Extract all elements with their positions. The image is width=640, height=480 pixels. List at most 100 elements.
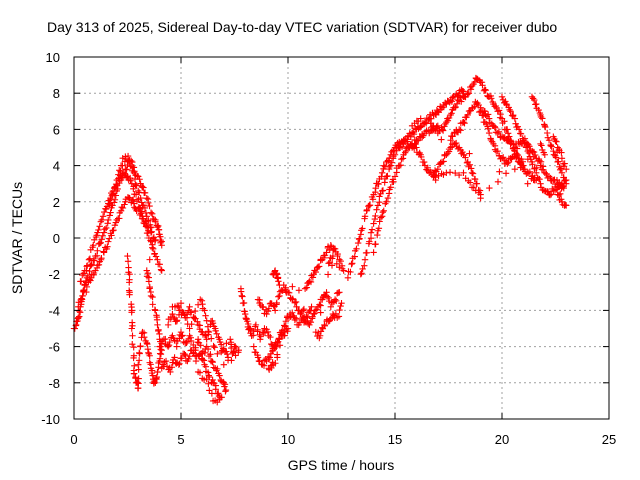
data-point <box>338 299 345 307</box>
data-point <box>398 155 405 163</box>
data-point <box>559 183 567 190</box>
data-point <box>563 202 570 209</box>
data-point <box>140 219 147 227</box>
data-point <box>452 103 459 111</box>
data-point <box>194 368 202 376</box>
data-point <box>372 185 379 192</box>
data-point <box>558 149 565 156</box>
data-point <box>155 226 163 233</box>
data-point <box>224 357 232 364</box>
data-point <box>555 191 563 199</box>
data-point <box>468 165 475 172</box>
data-point <box>215 390 222 397</box>
data-point <box>148 228 155 235</box>
data-point <box>417 115 424 122</box>
data-point <box>325 294 332 302</box>
data-point <box>553 138 560 145</box>
data-point <box>216 336 223 343</box>
data-point <box>303 284 310 291</box>
data-point <box>109 227 116 234</box>
data-point <box>445 148 453 155</box>
data-point <box>154 368 161 376</box>
data-point <box>103 224 110 232</box>
data-point <box>504 130 512 137</box>
data-point <box>123 166 130 173</box>
data-point <box>263 310 270 318</box>
data-point <box>486 184 493 192</box>
data-point <box>353 245 360 253</box>
data-point <box>213 330 220 338</box>
data-point <box>367 234 375 242</box>
data-point <box>158 242 165 249</box>
data-point <box>207 351 214 358</box>
data-point <box>104 243 111 250</box>
data-point <box>186 325 193 332</box>
data-point <box>119 162 126 169</box>
data-point <box>311 310 318 317</box>
data-point <box>143 339 150 347</box>
data-point <box>282 284 289 292</box>
data-point <box>143 267 150 274</box>
data-point <box>447 137 454 144</box>
data-point <box>149 245 157 253</box>
data-point <box>380 162 387 169</box>
data-point <box>310 310 317 318</box>
data-point <box>84 272 92 280</box>
data-point <box>323 289 330 296</box>
data-point <box>340 267 347 274</box>
data-point <box>367 229 375 236</box>
data-point <box>218 341 225 348</box>
data-point <box>152 253 160 260</box>
data-point <box>388 159 395 166</box>
data-point <box>237 288 245 295</box>
data-point <box>511 166 519 173</box>
data-point <box>292 315 300 322</box>
data-point <box>443 118 450 126</box>
data-point <box>197 342 204 349</box>
y-tick-label: 0 <box>53 231 60 246</box>
data-point <box>514 123 521 130</box>
data-point <box>291 299 299 307</box>
data-point <box>331 296 339 303</box>
data-point <box>361 262 368 269</box>
data-point <box>275 278 282 285</box>
data-point <box>108 232 115 239</box>
data-point <box>153 373 160 381</box>
data-point <box>320 292 328 299</box>
data-point <box>509 111 517 119</box>
data-point <box>517 130 525 137</box>
data-point <box>94 247 101 254</box>
data-point <box>537 113 545 121</box>
data-point <box>448 110 455 117</box>
data-point <box>501 134 508 141</box>
data-point <box>316 301 323 308</box>
data-point <box>295 307 303 314</box>
data-point <box>270 342 278 349</box>
data-point <box>268 362 275 369</box>
data-point <box>214 365 221 373</box>
data-point <box>281 332 288 339</box>
data-point <box>145 217 152 224</box>
data-point <box>546 191 554 199</box>
data-point <box>76 309 84 316</box>
data-point <box>312 268 320 276</box>
data-point <box>175 303 182 311</box>
data-point <box>415 137 422 144</box>
data-point <box>112 180 120 188</box>
data-point <box>146 202 153 210</box>
data-point <box>540 166 547 173</box>
y-tick-label: 8 <box>53 86 60 101</box>
data-point <box>269 347 276 355</box>
data-point <box>116 215 123 222</box>
data-point <box>115 171 122 178</box>
data-point <box>464 111 471 119</box>
data-point <box>204 323 212 330</box>
data-point <box>212 327 219 335</box>
data-point <box>375 180 382 188</box>
data-point <box>99 232 106 239</box>
data-point <box>461 119 468 127</box>
data-point <box>110 190 118 197</box>
data-point <box>136 189 143 196</box>
data-point <box>203 317 210 324</box>
data-point <box>537 158 545 166</box>
